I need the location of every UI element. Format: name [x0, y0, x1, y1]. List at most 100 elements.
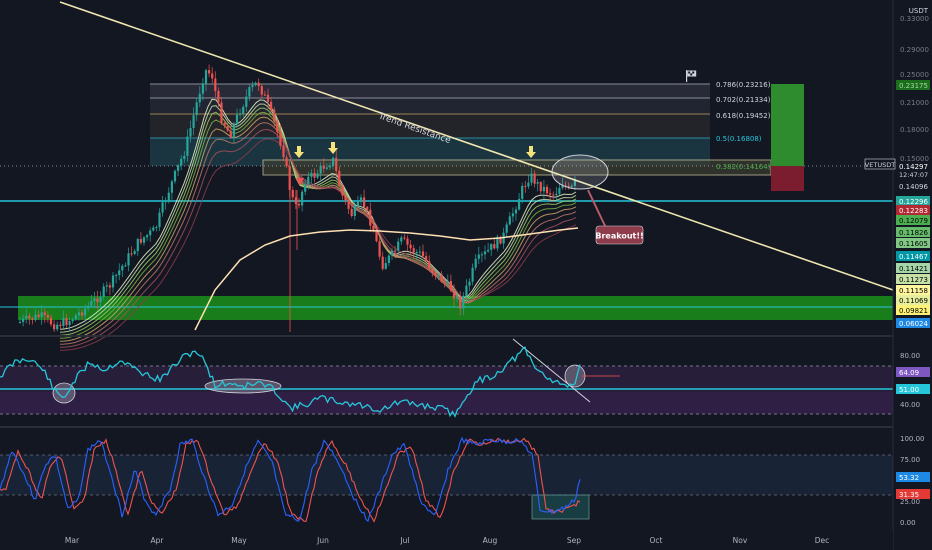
candle-body [446, 280, 449, 283]
rsi-value-badge [896, 384, 930, 394]
candle-body [335, 157, 338, 171]
price-label-badge [896, 215, 930, 225]
candle-body [235, 114, 239, 125]
candle-body [499, 236, 502, 244]
flag-icon [686, 70, 697, 82]
candle-body [149, 230, 152, 236]
rsi-tick: 80.00 [900, 352, 920, 360]
candle-body [527, 182, 530, 187]
candle-body [313, 173, 316, 178]
candle-body [316, 173, 319, 178]
month-label: Jun [316, 536, 329, 545]
candle-body [471, 267, 474, 282]
candle-body [561, 185, 564, 189]
candle-body [425, 256, 428, 262]
candle-body [555, 193, 558, 196]
price-label-badge [896, 238, 930, 248]
candle-body [270, 101, 273, 110]
candle-body [496, 236, 499, 249]
candle-body [22, 318, 25, 322]
candle-body [25, 315, 28, 319]
fib-level-label: 0.702(0.21334) [716, 96, 771, 104]
candle-body [245, 96, 248, 107]
price-label: 0.11605 [899, 240, 928, 248]
long-moving-average [194, 227, 579, 331]
candle-body [266, 94, 270, 102]
stoch-tick: 75.00 [900, 456, 920, 464]
stoch-value-badge [896, 472, 930, 482]
candle-body [142, 237, 146, 243]
candle-body [505, 224, 508, 233]
stoch-highlight-box [531, 494, 590, 520]
price-label: 0.09821 [899, 307, 928, 315]
candle-body [468, 281, 471, 286]
candle-body [344, 195, 347, 201]
price-tick: 0.18000 [900, 126, 929, 134]
candle-body [198, 93, 201, 103]
stoch-tick: 25.00 [900, 498, 920, 506]
candle-body [319, 165, 322, 174]
candle-body [65, 317, 68, 326]
candle-body [375, 231, 378, 242]
ma-ribbon-line [59, 122, 577, 345]
candle-body [384, 263, 387, 269]
breakout-callout-label: Breakout!! [595, 232, 643, 241]
candle-body [378, 241, 381, 257]
candle-body [521, 185, 524, 199]
candle-body [564, 185, 567, 187]
candle-body [394, 250, 397, 252]
candle-body [400, 237, 403, 242]
month-label: Sep [567, 536, 581, 545]
candle-body [211, 73, 214, 79]
rsi-tick: 40.00 [900, 401, 920, 409]
stoch-tick: 0.00 [900, 519, 916, 527]
month-label: Apr [151, 536, 165, 545]
price-label: 0.11069 [899, 297, 928, 305]
price-label: 0.12079 [899, 217, 928, 225]
month-label: Nov [733, 536, 748, 545]
target-profit-zone [771, 84, 804, 166]
month-label: Jul [399, 536, 409, 545]
candle-body [161, 202, 164, 213]
candle-body [381, 256, 384, 269]
fib-level-label: 0.618(0.19452) [716, 112, 771, 120]
candle-body [328, 165, 332, 168]
price-scale[interactable]: USDT 0.33000 0.29000 0.25000 0.21000 0.1800… [864, 0, 932, 550]
currency-label: USDT [909, 7, 929, 15]
ma-ribbon-line [59, 98, 577, 330]
candle-body [359, 197, 363, 202]
sell-signal-icon [296, 178, 304, 186]
candle-body [428, 261, 431, 269]
price-label-badge [896, 227, 930, 237]
top-price-label: 0.23175 [899, 82, 928, 90]
price-tick: 0.25000 [900, 71, 929, 79]
candle-body [102, 286, 105, 297]
stoch-value-badge [896, 489, 930, 499]
support-zone [18, 296, 893, 320]
candle-body [260, 85, 263, 95]
fib-level-label: 0.382(0.14164) [716, 163, 771, 171]
candle-body [164, 200, 167, 203]
price-pane[interactable]: Trend Resistance 0.786(0.23216)0.702(0.2… [0, 1, 894, 351]
candle-body [418, 251, 421, 253]
rsi-pane[interactable] [0, 338, 893, 418]
top-price-badge [896, 80, 930, 90]
time-axis[interactable]: Mar Apr May Jun Jul Aug Sep Oct Nov Dec [0, 530, 893, 550]
candle-body [291, 189, 294, 198]
candle-body [452, 290, 456, 299]
stochastic-pane[interactable] [0, 436, 893, 523]
candle-body [80, 312, 84, 316]
candle-body [397, 241, 400, 251]
month-label: May [231, 536, 247, 545]
candle-body [508, 216, 511, 225]
fib-zone-786-702 [150, 84, 710, 98]
candle-body [307, 176, 310, 185]
candle-body [62, 317, 65, 326]
candle-body [18, 321, 22, 323]
candle-body [539, 182, 542, 192]
countdown-label: 12:47:07 [899, 171, 928, 179]
candle-body [390, 250, 394, 256]
candle-body [409, 244, 412, 249]
candle-body [341, 185, 344, 196]
